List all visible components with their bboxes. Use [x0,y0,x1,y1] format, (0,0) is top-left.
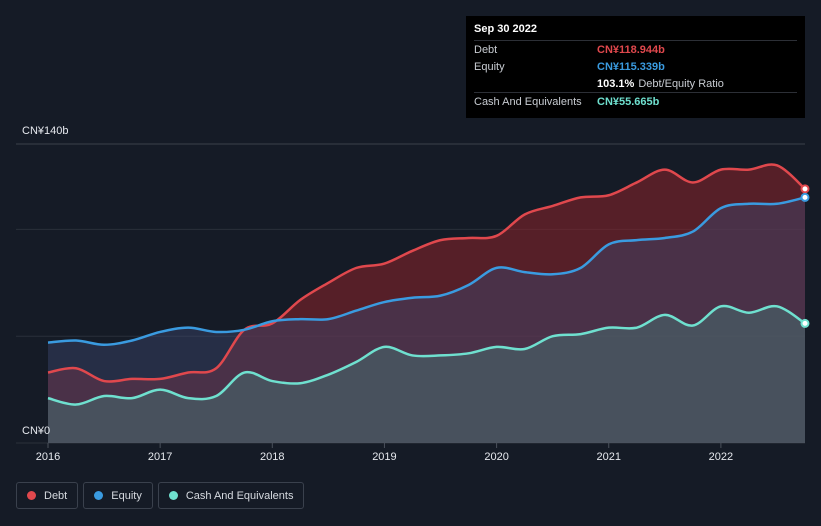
series-lines [47,163,806,406]
tooltip-date: Sep 30 2022 [474,23,537,35]
x-tick-label: 2021 [596,451,620,463]
x-tick-label: 2017 [148,451,172,463]
tooltip-row-ratio: 103.1% Debt/Equity Ratio [474,75,797,92]
legend-item-equity[interactable]: Equity [83,482,153,509]
legend-label: Equity [111,489,142,502]
line-debt [47,163,806,383]
tooltip-row-cash: Cash And Equivalents CN¥55.665b [474,92,797,110]
x-tick-label: 2022 [709,451,733,463]
y-tick-label-bottom: CN¥0 [22,425,51,437]
series-endpoints [800,184,810,328]
tooltip-value: CN¥55.665b [597,95,660,108]
legend-item-debt[interactable]: Debt [16,482,79,509]
tooltip-label: Cash And Equivalents [474,95,582,108]
line-equity [47,196,806,347]
area-debt [48,164,805,444]
legend-dot-cash [168,491,178,500]
tooltip: Sep 30 2022 Debt CN¥118.944b Equity CN¥1… [466,16,805,118]
area-cash-and-equivalents [48,305,805,443]
endpoint-cash-and-equivalents [800,318,810,328]
tooltip-ratio-label: Debt/Equity Ratio [638,77,724,90]
x-tick-label: 2016 [36,451,60,463]
tooltip-row-debt: Debt CN¥118.944b [474,40,797,58]
legend-item-cash[interactable]: Cash And Equivalents [157,482,305,509]
legend-dot-equity [94,491,104,500]
legend-label: Cash And Equivalents [185,489,294,502]
series-areas [48,164,805,444]
tooltip-value: 103.1% [597,77,635,90]
tooltip-label: Debt [474,43,498,56]
x-tick-label: 2020 [484,451,508,463]
legend-dot-debt [27,491,36,500]
tooltip-value: CN¥115.339b [597,60,665,73]
x-tick-label: 2019 [372,451,396,463]
y-tick-label-top: CN¥140b [22,125,69,137]
tooltip-value: CN¥118.944b [597,43,665,56]
legend: Debt Equity Cash And Equivalents [16,482,305,509]
tooltip-label: Equity [474,60,505,73]
endpoint-equity [800,192,810,202]
area-equity [48,197,805,443]
endpoint-debt [800,184,810,194]
tooltip-row-equity: Equity CN¥115.339b [474,58,797,75]
legend-label: Debt [44,489,68,502]
x-axis-ticks: 2016 2017 2018 2019 2020 2021 2022 [36,443,733,463]
line-cash-and-equivalents [47,304,806,406]
x-tick-label: 2018 [260,451,284,463]
